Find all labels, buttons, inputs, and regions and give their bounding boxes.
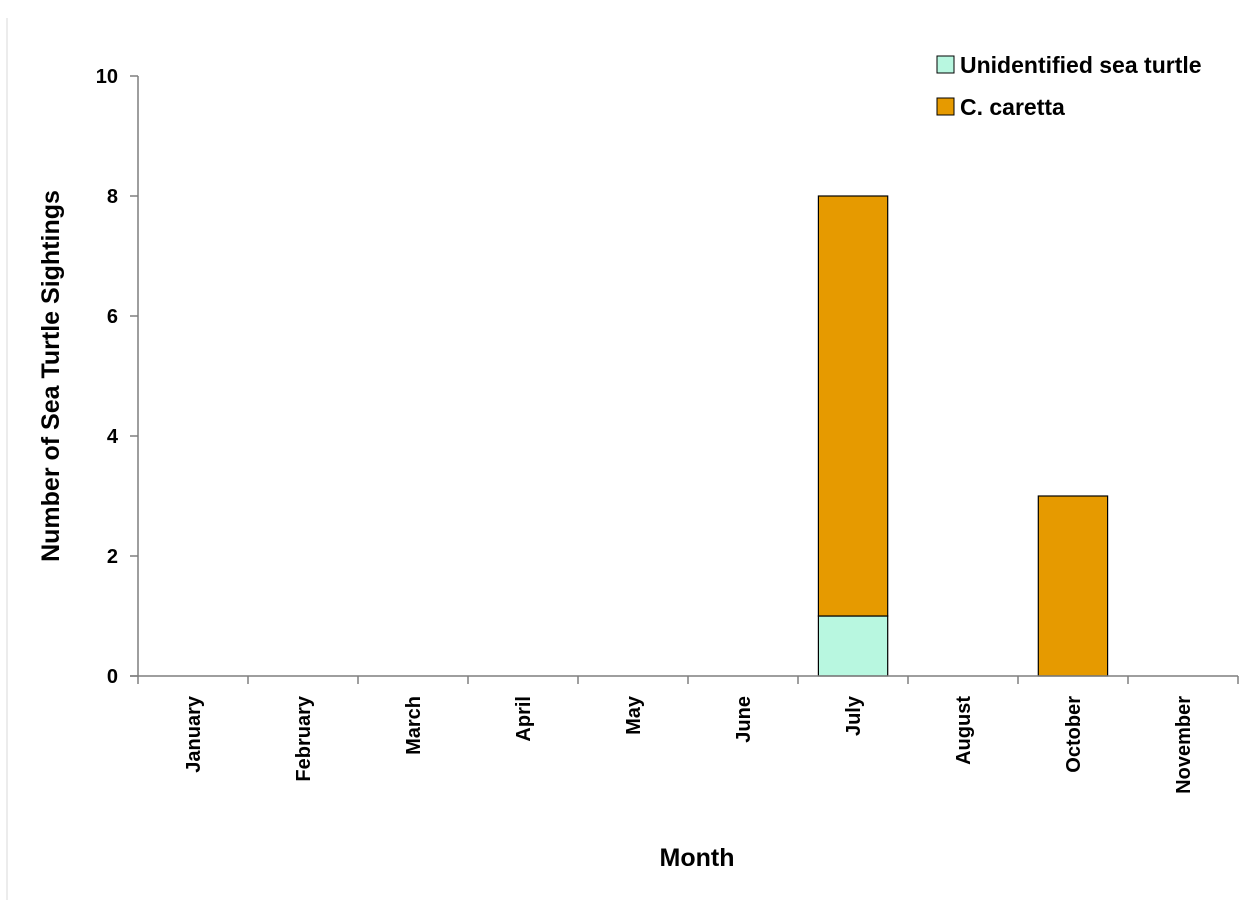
legend-swatch-1 bbox=[936, 97, 955, 116]
legend-label-0: Unidentified sea turtle bbox=[960, 52, 1202, 78]
bars-layer bbox=[817, 195, 1109, 677]
x-tick-label-january: January bbox=[183, 695, 205, 773]
x-tick-label-october: October bbox=[1063, 696, 1085, 773]
x-tick-label-july: July bbox=[843, 695, 865, 736]
labels-layer: 0 2 4 6 8 10 January February March April May June J… bbox=[96, 66, 1195, 794]
y-axis-title: Number of Sea Turtle Sightings bbox=[37, 190, 65, 562]
y-tick-label-10: 10 bbox=[96, 66, 118, 88]
y-tick-label-0: 0 bbox=[107, 666, 118, 688]
bar-july-series-0 bbox=[817, 615, 889, 677]
x-tick-label-may: May bbox=[623, 695, 645, 735]
bar-october-series-1 bbox=[1037, 495, 1109, 677]
legend-label-1: C. caretta bbox=[960, 94, 1065, 120]
bar-july-series-1 bbox=[817, 195, 889, 617]
axes-layer bbox=[130, 75, 1239, 684]
x-tick-label-june: June bbox=[733, 696, 755, 743]
y-tick-label-6: 6 bbox=[107, 306, 118, 328]
x-axis-title: Month bbox=[660, 844, 735, 872]
x-tick-label-march: March bbox=[403, 696, 425, 755]
y-tick-label-2: 2 bbox=[107, 546, 118, 568]
x-tick-label-april: April bbox=[513, 696, 535, 742]
x-tick-label-august: August bbox=[953, 696, 975, 765]
y-tick-label-8: 8 bbox=[107, 186, 118, 208]
legend: Unidentified sea turtle C. caretta bbox=[936, 52, 1202, 120]
y-tick-label-4: 4 bbox=[107, 426, 119, 448]
x-tick-label-november: November bbox=[1173, 696, 1195, 794]
legend-swatch-0 bbox=[936, 55, 955, 74]
x-tick-label-february: February bbox=[293, 695, 315, 781]
